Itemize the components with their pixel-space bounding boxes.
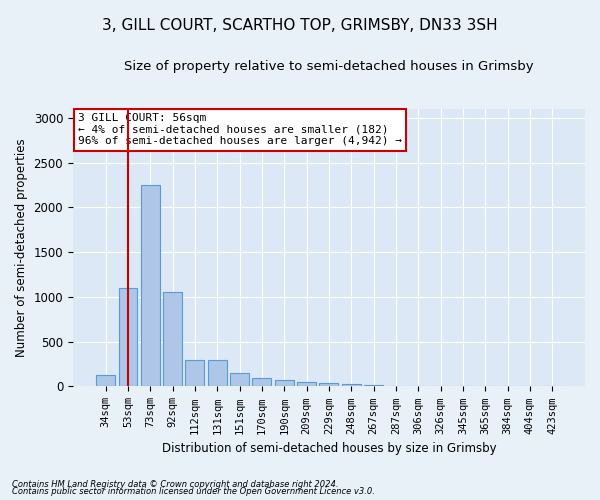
Bar	[141, 185, 160, 386]
Text: Contains public sector information licensed under the Open Government Licence v3: Contains public sector information licen…	[12, 488, 375, 496]
Bar	[230, 373, 249, 386]
Bar	[275, 380, 294, 386]
Text: 3 GILL COURT: 56sqm
← 4% of semi-detached houses are smaller (182)
96% of semi-d: 3 GILL COURT: 56sqm ← 4% of semi-detache…	[78, 113, 402, 146]
Bar	[163, 292, 182, 386]
Bar	[364, 385, 383, 386]
Bar	[185, 360, 205, 386]
Text: 3, GILL COURT, SCARTHO TOP, GRIMSBY, DN33 3SH: 3, GILL COURT, SCARTHO TOP, GRIMSBY, DN3…	[102, 18, 498, 32]
Bar	[319, 383, 338, 386]
Bar	[119, 288, 137, 386]
Title: Size of property relative to semi-detached houses in Grimsby: Size of property relative to semi-detach…	[124, 60, 534, 73]
Y-axis label: Number of semi-detached properties: Number of semi-detached properties	[15, 138, 28, 357]
Bar	[297, 382, 316, 386]
Bar	[96, 375, 115, 386]
Bar	[342, 384, 361, 386]
X-axis label: Distribution of semi-detached houses by size in Grimsby: Distribution of semi-detached houses by …	[161, 442, 496, 455]
Bar	[208, 360, 227, 386]
Text: Contains HM Land Registry data © Crown copyright and database right 2024.: Contains HM Land Registry data © Crown c…	[12, 480, 338, 489]
Bar	[253, 378, 271, 386]
